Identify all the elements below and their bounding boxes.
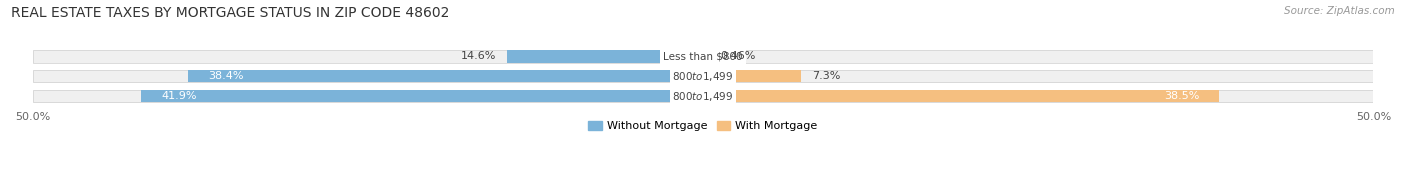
Bar <box>703 50 709 63</box>
Bar <box>188 70 703 82</box>
Text: REAL ESTATE TAXES BY MORTGAGE STATUS IN ZIP CODE 48602: REAL ESTATE TAXES BY MORTGAGE STATUS IN … <box>11 6 450 20</box>
Text: 0.46%: 0.46% <box>720 51 755 61</box>
Text: Source: ZipAtlas.com: Source: ZipAtlas.com <box>1284 6 1395 16</box>
Text: 41.9%: 41.9% <box>162 91 197 101</box>
Bar <box>703 70 801 82</box>
Bar <box>141 90 703 102</box>
Text: 7.3%: 7.3% <box>811 71 839 81</box>
Legend: Without Mortgage, With Mortgage: Without Mortgage, With Mortgage <box>583 116 823 136</box>
Bar <box>32 90 1374 102</box>
Bar <box>508 50 703 63</box>
Text: $800 to $1,499: $800 to $1,499 <box>672 90 734 103</box>
Text: 38.4%: 38.4% <box>208 71 243 81</box>
Bar <box>32 70 1374 82</box>
Bar <box>32 50 1374 63</box>
Text: 14.6%: 14.6% <box>461 51 496 61</box>
Text: $800 to $1,499: $800 to $1,499 <box>672 70 734 83</box>
Bar <box>703 90 1219 102</box>
Text: Less than $800: Less than $800 <box>664 51 742 61</box>
Text: 38.5%: 38.5% <box>1164 91 1199 101</box>
